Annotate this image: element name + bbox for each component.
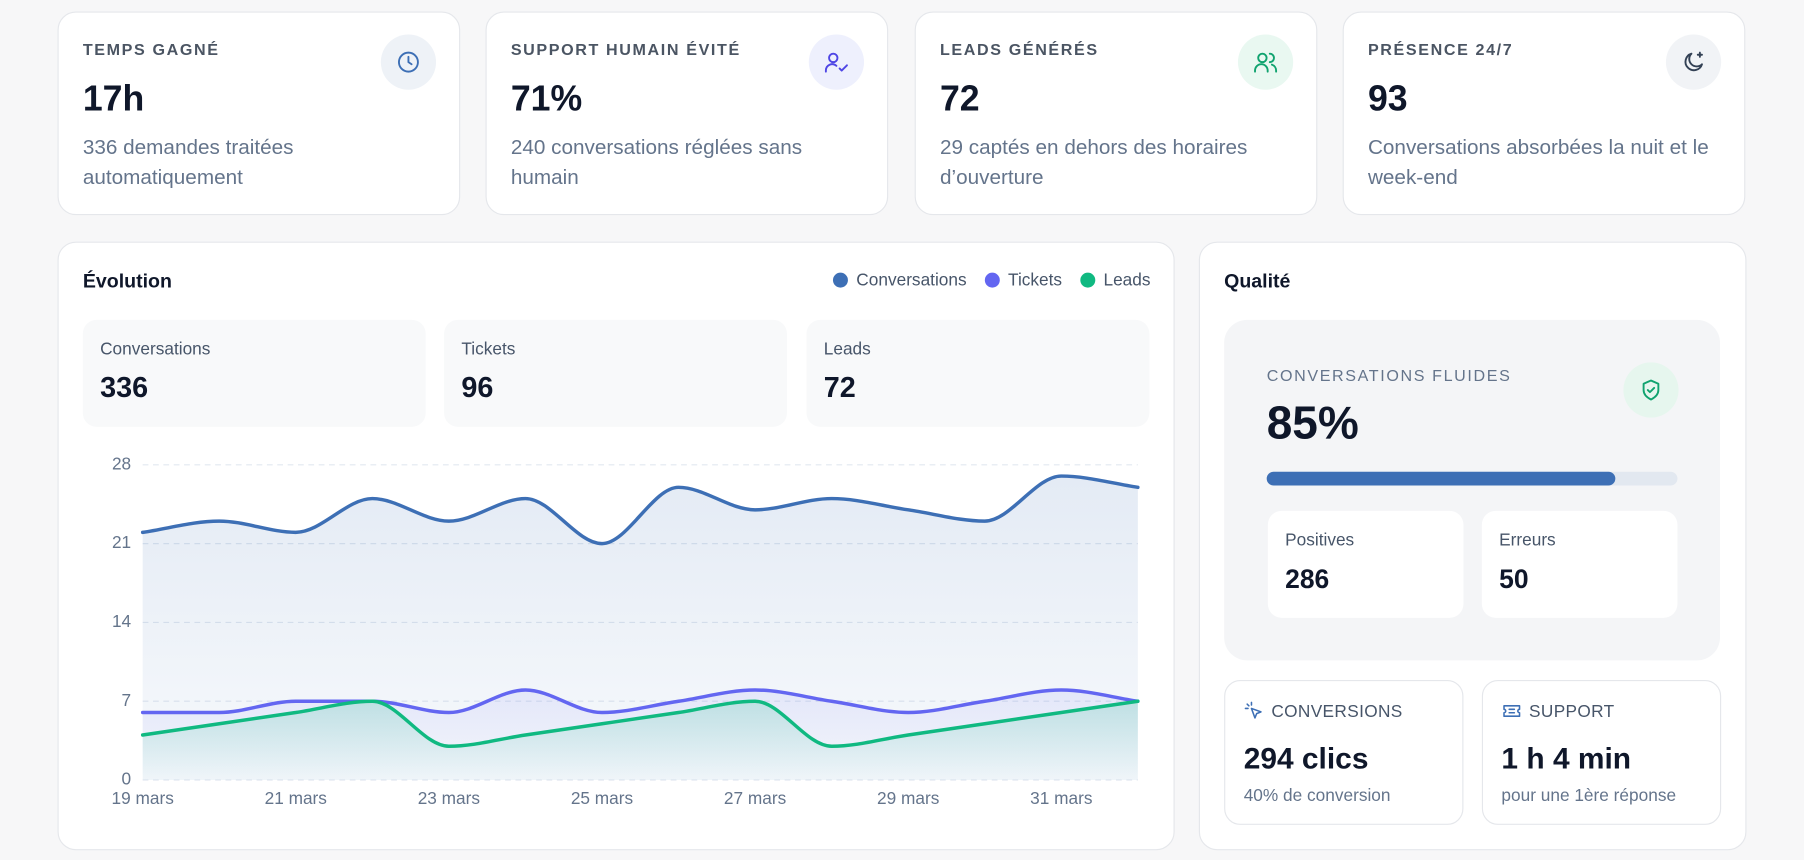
legend: Conversations Tickets Leads: [833, 270, 1151, 290]
metric-value: 294 clics: [1243, 740, 1369, 776]
metric-note: pour une 1ère réponse: [1501, 785, 1677, 806]
legend-label: Leads: [1103, 270, 1151, 290]
legend-label: Conversations: [856, 270, 967, 290]
total-value: 96: [461, 371, 494, 404]
kpi-description: 240 conversations réglées sans humain: [510, 135, 803, 189]
legend-swatch: [833, 272, 849, 288]
y-tick-label: 7: [122, 690, 132, 710]
x-tick-label: 21 mars: [265, 788, 327, 808]
fluid-panel: CONVERSATIONS FLUIDES 85% Positives 286 E…: [1224, 319, 1721, 661]
fluid-label: CONVERSATIONS FLUIDES: [1266, 365, 1512, 385]
kpi-label: SUPPORT HUMAIN ÉVITÉ: [510, 40, 741, 59]
area: [142, 701, 1138, 781]
kpi-icon: [380, 34, 437, 90]
kpi-card: SUPPORT HUMAIN ÉVITÉ 71% 240 conversatio…: [485, 11, 889, 216]
quality-card: Qualité CONVERSATIONS FLUIDES 85% Positi…: [1198, 241, 1747, 851]
line: [140, 688, 1140, 715]
total-label: Conversations: [100, 339, 211, 359]
y-tick-label: 14: [112, 611, 132, 631]
metric-value: 1 h 4 min: [1501, 740, 1632, 776]
kpi-label: PRÉSENCE 24/7: [1367, 40, 1514, 59]
stat-value: 286: [1285, 563, 1330, 594]
kpi-value: 17h: [82, 78, 145, 119]
kpi-label: LEADS GÉNÉRÉS: [939, 40, 1099, 59]
x-tick-label: 27 mars: [724, 788, 786, 808]
total-label: Leads: [823, 339, 871, 359]
kpi-value: 71%: [510, 78, 583, 119]
kpi-card: TEMPS GAGNÉ 17h 336 demandes traitées au…: [57, 11, 461, 216]
kpi-description: 29 captés en dehors des horaires d’ouver…: [939, 135, 1248, 189]
ticket-icon: [1503, 705, 1521, 717]
legend-item: Conversations: [833, 270, 967, 290]
metric-card: CONVERSIONS 294 clics 40% de conversion: [1224, 679, 1464, 825]
kpi-icon: [1665, 34, 1722, 90]
progress-bar: [1266, 471, 1616, 486]
kpi-card: PRÉSENCE 24/7 93 Conversations absorbées…: [1342, 11, 1746, 216]
kpi-description: 336 demandes traitées automatiquement: [82, 135, 294, 189]
line-chart: 0 7 14 21 28 19 mars 21 mars 23 mars 25 mars 27 m…: [112, 453, 1140, 808]
total-box: Conversations 336: [82, 319, 426, 427]
line: [140, 699, 1140, 748]
total-box: Tickets 96: [444, 319, 787, 427]
stat-value: 50: [1499, 563, 1529, 594]
kpi-card: LEADS GÉNÉRÉS 72 29 captés en dehors des…: [914, 11, 1318, 216]
kpi-label: TEMPS GAGNÉ: [82, 40, 220, 59]
metric-note: 40% de conversion: [1243, 785, 1391, 806]
y-tick-label: 21: [112, 532, 131, 552]
legend-item: Tickets: [985, 270, 1062, 290]
shield-icon: [1623, 362, 1679, 418]
y-tick-label: 0: [122, 769, 132, 789]
kpi-description: Conversations absorbées la nuit et le we…: [1367, 135, 1709, 189]
kpi-value: 93: [1367, 78, 1408, 119]
legend-swatch: [1080, 272, 1096, 288]
legend-label: Tickets: [1008, 270, 1063, 290]
y-tick-label: 28: [112, 453, 131, 473]
stat-label: Positives: [1285, 530, 1355, 550]
evolution-card: 0 7 14 21 28 19 mars 21 mars 23 mars 25 mars 27 m…: [57, 241, 1175, 851]
x-tick-label: 19 mars: [112, 788, 174, 808]
total-box: Leads 72: [806, 319, 1150, 427]
total-label: Tickets: [461, 339, 516, 359]
total-value: 336: [100, 371, 149, 404]
x-tick-label: 23 mars: [418, 788, 480, 808]
kpi-icon: [1237, 34, 1294, 90]
line: [140, 474, 1140, 546]
card-title: Évolution: [82, 270, 172, 293]
fluid-value: 85%: [1266, 398, 1359, 449]
metric-card: SUPPORT 1 h 4 min pour une 1ère réponse: [1481, 679, 1722, 825]
cursor-icon: [1244, 701, 1262, 719]
metric-label: CONVERSIONS: [1271, 701, 1403, 722]
kpi-value: 72: [939, 78, 980, 119]
metric-label: SUPPORT: [1529, 701, 1615, 722]
x-tick-label: 29 mars: [877, 788, 939, 808]
kpi-icon: [808, 34, 865, 90]
card-title: Qualité: [1224, 270, 1291, 293]
total-value: 72: [823, 371, 856, 404]
progress-track: [1266, 471, 1678, 486]
stat-box: Positives 286: [1267, 510, 1464, 618]
stat-box: Erreurs 50: [1481, 510, 1678, 618]
stat-label: Erreurs: [1499, 530, 1556, 550]
x-tick-label: 31 mars: [1030, 788, 1092, 808]
legend-item: Leads: [1080, 270, 1151, 290]
x-tick-label: 25 mars: [571, 788, 633, 808]
legend-swatch: [985, 272, 1000, 288]
